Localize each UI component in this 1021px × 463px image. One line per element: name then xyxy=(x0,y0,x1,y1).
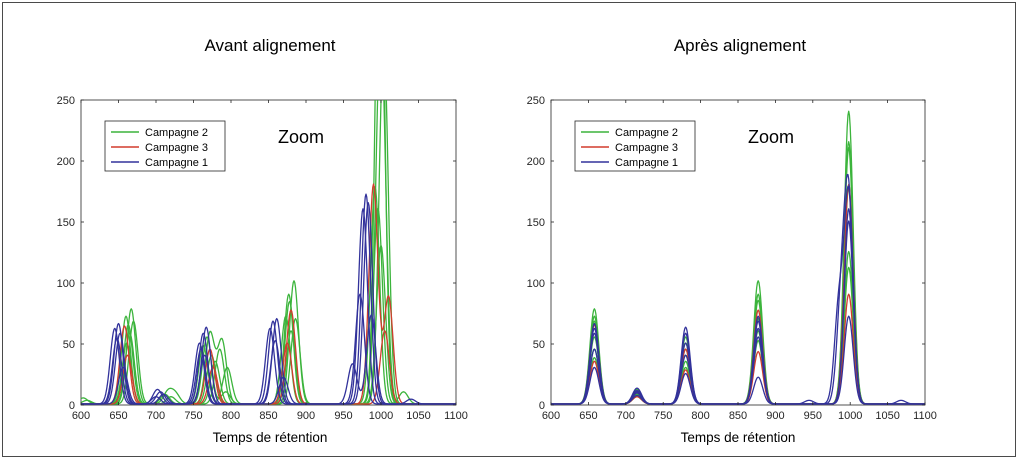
series-line-campagne-2 xyxy=(551,147,925,405)
y-tick-label: 0 xyxy=(539,400,545,412)
zoom-annotation: Zoom xyxy=(278,127,324,147)
x-tick-label: 950 xyxy=(334,410,352,422)
series-group xyxy=(81,100,456,405)
y-tick-label: 250 xyxy=(527,95,545,107)
chart-title: Après alignement xyxy=(674,36,807,55)
series-line-campagne-1 xyxy=(551,208,925,405)
chart-figure: Avant alignement Temps de rétention 600 6… xyxy=(57,36,937,445)
series-line-campagne-1 xyxy=(81,208,456,405)
series-line-campagne-2 xyxy=(551,250,925,405)
x-tick-label: 1050 xyxy=(875,410,899,422)
x-tick-label: 800 xyxy=(222,410,240,422)
x-tick-label: 1000 xyxy=(369,410,393,422)
x-tick-label: 1100 xyxy=(913,410,937,422)
x-tick-label: 850 xyxy=(729,410,747,422)
series-line-campagne-3 xyxy=(551,183,925,405)
x-tick-label: 650 xyxy=(579,410,597,422)
series-line-campagne-2 xyxy=(551,186,925,405)
x-tick-label: 800 xyxy=(691,410,709,422)
y-tick-label: 50 xyxy=(533,339,545,351)
legend-label: Campagne 1 xyxy=(145,157,208,169)
series-line-campagne-3 xyxy=(551,293,925,405)
legend: Campagne 2 Campagne 3 Campagne 1 xyxy=(104,120,226,172)
panel-before-alignment: Avant alignement Temps de rétention 600 6… xyxy=(57,36,468,445)
x-tick-label: 900 xyxy=(766,410,784,422)
series-line-campagne-1 xyxy=(551,220,925,405)
legend-label: Campagne 3 xyxy=(615,142,678,154)
zoom-annotation: Zoom xyxy=(748,127,794,147)
panel-after-alignment: Après alignement Temps de rétention 600 6… xyxy=(527,36,937,445)
y-tick-label: 0 xyxy=(69,400,75,412)
series-line-campagne-2 xyxy=(551,266,925,405)
x-tick-label: 1050 xyxy=(406,410,430,422)
legend-label: Campagne 2 xyxy=(615,127,678,139)
series-line-campagne-2 xyxy=(81,208,456,405)
x-tick-label: 900 xyxy=(297,410,315,422)
y-tick-label: 200 xyxy=(57,156,75,168)
x-tick-label: 700 xyxy=(147,410,165,422)
x-tick-label: 600 xyxy=(72,410,90,422)
legend-label: Campagne 2 xyxy=(145,127,208,139)
x-tick-label: 650 xyxy=(109,410,127,422)
x-axis-label: Temps de rétention xyxy=(681,430,796,445)
legend-label: Campagne 1 xyxy=(615,157,678,169)
series-line-campagne-1 xyxy=(551,315,925,405)
x-tick-label: 750 xyxy=(184,410,202,422)
x-tick-label: 700 xyxy=(617,410,635,422)
chart-title: Avant alignement xyxy=(204,36,335,55)
series-line-campagne-1 xyxy=(551,173,925,405)
x-tick-label: 1100 xyxy=(444,410,468,422)
y-tick-label: 50 xyxy=(63,339,75,351)
figure-frame: Avant alignement Temps de rétention 600 6… xyxy=(2,2,1016,457)
y-tick-label: 100 xyxy=(527,278,545,290)
legend: Campagne 2 Campagne 3 Campagne 1 xyxy=(574,120,696,172)
y-tick-label: 150 xyxy=(57,217,75,229)
series-line-campagne-2 xyxy=(551,141,925,405)
y-tick-label: 150 xyxy=(527,217,545,229)
x-tick-label: 850 xyxy=(259,410,277,422)
y-tick-label: 250 xyxy=(57,95,75,107)
series-line-campagne-1 xyxy=(81,193,456,405)
series-line-campagne-1 xyxy=(81,293,456,405)
x-tick-label: 750 xyxy=(654,410,672,422)
legend-label: Campagne 3 xyxy=(145,142,208,154)
y-tick-label: 100 xyxy=(57,278,75,290)
y-tick-label: 200 xyxy=(527,156,545,168)
x-tick-label: 950 xyxy=(804,410,822,422)
x-tick-label: 600 xyxy=(542,410,560,422)
x-axis-label: Temps de rétention xyxy=(213,430,328,445)
x-tick-label: 1000 xyxy=(838,410,862,422)
series-line-campagne-1 xyxy=(551,185,925,405)
series-line-campagne-1 xyxy=(81,202,456,405)
